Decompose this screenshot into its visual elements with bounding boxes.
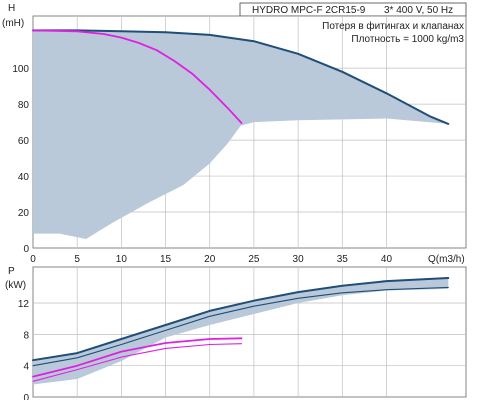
power-y-axis-unit: (kW) bbox=[5, 280, 26, 291]
head-x-axis-label: Q(m3/h) bbox=[428, 254, 465, 265]
power-y-tick-4: 4 bbox=[23, 362, 29, 373]
power-y-tick-12: 12 bbox=[18, 299, 30, 310]
power-chart: 0 4 8 12 P (kW) bbox=[5, 266, 467, 400]
head-y-tick-60: 60 bbox=[18, 136, 30, 147]
note-losses: Потеря в фитингах и клапанах bbox=[322, 20, 464, 32]
head-x-tick-30: 30 bbox=[293, 254, 305, 265]
power-series-max-lower bbox=[32, 286, 449, 367]
power-series-max-upper bbox=[32, 277, 450, 362]
power-y-tick-labels: 0 4 8 12 bbox=[18, 299, 30, 400]
head-y-axis-label: H bbox=[8, 3, 15, 14]
head-series-duty bbox=[32, 29, 243, 124]
head-y-tick-40: 40 bbox=[18, 172, 30, 183]
head-x-tick-5: 5 bbox=[74, 254, 80, 265]
head-series-max bbox=[32, 29, 450, 125]
head-y-tick-100: 100 bbox=[12, 64, 29, 75]
power-series-duty-lower bbox=[32, 343, 243, 382]
head-x-tick-20: 20 bbox=[204, 254, 216, 265]
head-chart: 0 5 10 15 20 25 30 35 40 0 20 40 60 80 100 H (mH) Q(m… bbox=[2, 3, 467, 265]
power-y-tick-0: 0 bbox=[23, 393, 29, 400]
head-x-tick-labels: 0 5 10 15 20 25 30 35 40 bbox=[30, 254, 392, 265]
power-y-axis-label: P bbox=[8, 266, 15, 277]
head-x-tick-10: 10 bbox=[116, 254, 128, 265]
head-y-tick-labels: 0 20 40 60 80 100 bbox=[12, 64, 29, 255]
head-y-axis-unit: (mH) bbox=[2, 18, 24, 29]
head-x-tick-40: 40 bbox=[381, 254, 393, 265]
head-x-tick-25: 25 bbox=[248, 254, 260, 265]
header-supply: 3* 400 V, 50 Hz bbox=[384, 5, 453, 16]
head-x-tick-0: 0 bbox=[30, 254, 36, 265]
head-series bbox=[32, 29, 450, 125]
head-y-tick-0: 0 bbox=[23, 244, 29, 255]
power-series-duty-upper bbox=[32, 337, 243, 378]
head-x-tick-15: 15 bbox=[160, 254, 172, 265]
note-density: Плотность = 1000 kg/m3 bbox=[351, 34, 464, 45]
power-y-tick-8: 8 bbox=[23, 330, 29, 341]
power-series bbox=[32, 277, 450, 382]
head-y-tick-20: 20 bbox=[18, 208, 30, 219]
head-x-tick-35: 35 bbox=[337, 254, 349, 265]
head-operating-envelope bbox=[33, 30, 449, 240]
head-y-tick-80: 80 bbox=[18, 100, 30, 111]
header-model: HYDRO MPC-F 2CR15-9 bbox=[252, 5, 366, 16]
